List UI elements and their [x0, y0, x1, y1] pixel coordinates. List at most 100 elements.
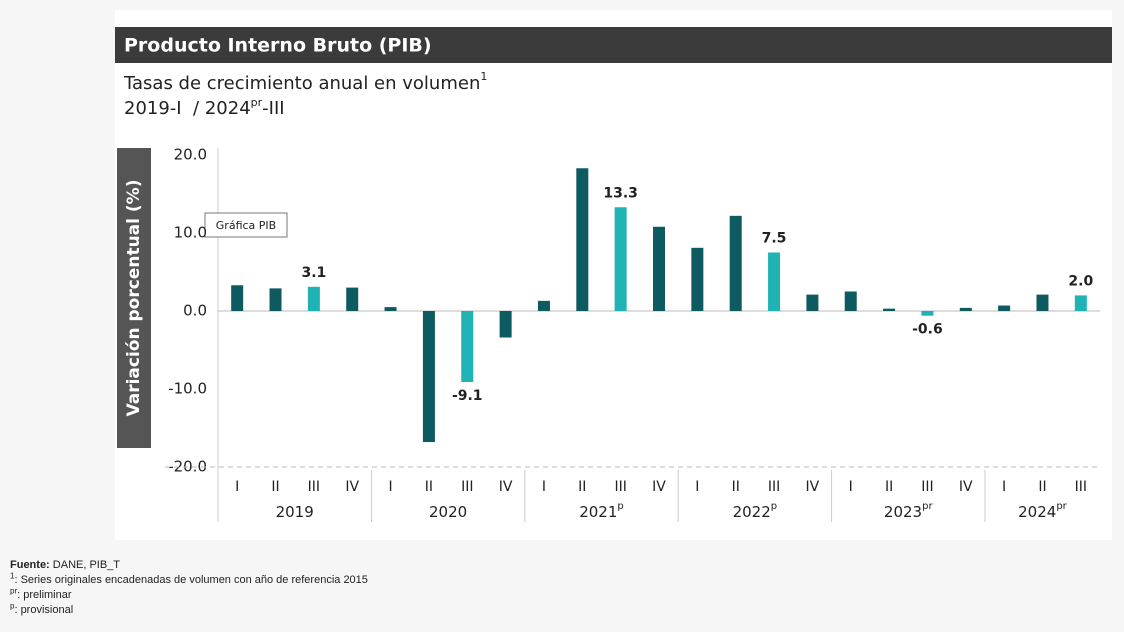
bar: [499, 311, 512, 338]
group-mark: pr: [1056, 501, 1067, 512]
x-tick-label: III: [921, 479, 933, 495]
x-tick-label: I: [542, 479, 546, 495]
bar: [1036, 294, 1049, 311]
period: 2019-I / 2024pr-III: [124, 96, 285, 119]
data-label: 7.5: [762, 231, 787, 247]
x-tick-label: IV: [652, 479, 666, 495]
data-label: 13.3: [603, 185, 638, 201]
subtitle-text: Tasas de crecimiento anual en volumen: [123, 73, 480, 94]
bar: [653, 226, 665, 311]
note-text: : provisional: [14, 604, 74, 616]
bar: [461, 311, 474, 382]
x-tick-label: I: [1002, 479, 1006, 495]
bar: [1074, 295, 1087, 311]
bar: [307, 286, 320, 311]
group-year: 2021: [579, 503, 617, 521]
bar: [921, 311, 934, 316]
bar: [576, 168, 589, 311]
x-tick-label: IV: [499, 479, 513, 495]
x-tick-label: III: [461, 479, 473, 495]
group-mark: p: [771, 501, 777, 512]
x-tick-label: I: [388, 479, 392, 495]
source-text: DANE, PIB_T: [49, 559, 121, 571]
bar: [959, 307, 972, 311]
bar: [691, 247, 704, 311]
data-label: 2.0: [1068, 273, 1093, 289]
note-mark: 1: [10, 571, 15, 581]
bar: [614, 207, 627, 311]
card: [115, 10, 1112, 540]
bar: [768, 252, 781, 311]
period-mark: pr: [251, 96, 263, 109]
bar: [269, 288, 282, 311]
x-tick-label: I: [849, 479, 853, 495]
group-label: 2022p: [733, 501, 778, 521]
x-tick-label: II: [1038, 479, 1046, 495]
bar: [537, 300, 550, 311]
x-tick-label: III: [1075, 479, 1087, 495]
x-tick-label: II: [425, 479, 433, 495]
note-text: : Series originales encadenadas de volum…: [14, 574, 368, 586]
note-text: : preliminar: [17, 589, 72, 601]
note: pr: preliminar: [10, 586, 368, 603]
group-label: 2023pr: [884, 501, 934, 521]
note: 1: Series originales encadenadas de volu…: [10, 571, 368, 588]
bar: [231, 285, 244, 311]
period-start: 2019-I / 2024: [124, 98, 251, 119]
subtitle-mark: 1: [480, 70, 487, 83]
bar: [998, 305, 1011, 311]
ylabel-box: [117, 148, 151, 448]
x-tick-label: IV: [806, 479, 820, 495]
bar: [422, 311, 435, 443]
note: p: provisional: [10, 601, 368, 618]
x-tick-label: IV: [959, 479, 973, 495]
bar: [806, 294, 819, 311]
group-label: 2020: [429, 503, 467, 521]
x-tick-label: II: [271, 479, 279, 495]
tooltip: [204, 212, 288, 238]
footer: Fuente: DANE, PIB_T 1: Series originales…: [10, 558, 368, 618]
header-bar: [115, 27, 1112, 63]
x-tick-label: I: [235, 479, 239, 495]
x-tick-label: I: [695, 479, 699, 495]
note-mark: pr: [10, 586, 18, 596]
source-label: Fuente:: [10, 559, 50, 571]
group-year: 2023: [884, 503, 922, 521]
period-end: -III: [262, 98, 284, 119]
x-tick-label: IV: [345, 479, 359, 495]
group-label: 2024pr: [1018, 501, 1068, 521]
bar: [346, 287, 359, 311]
group-label: 2019: [276, 503, 314, 521]
group-year: 2022: [733, 503, 771, 521]
y-tick-label: -10.0: [168, 380, 207, 398]
x-tick-label: II: [732, 479, 740, 495]
group-year: 2019: [276, 503, 314, 521]
bar: [384, 307, 397, 311]
title: Producto Interno Bruto (PIB): [124, 35, 432, 57]
y-tick-label: 0.0: [183, 302, 207, 320]
data-label: -0.6: [912, 322, 943, 338]
x-tick-label: III: [768, 479, 780, 495]
chart: Producto Interno Bruto (PIB) Tasas de cr…: [115, 10, 1112, 540]
bar: [844, 291, 857, 311]
tooltip-text: Gráfica PIB: [216, 219, 276, 232]
bar: [729, 215, 742, 311]
x-tick-label: II: [578, 479, 586, 495]
y-tick-label: 10.0: [174, 224, 207, 242]
group-mark: p: [617, 501, 623, 512]
y-axis-label: Variación porcentual (%): [124, 180, 144, 417]
y-tick-label: 20.0: [174, 146, 207, 164]
group-year: 2024: [1018, 503, 1056, 521]
bar: [883, 308, 896, 311]
x-tick-label: III: [614, 479, 626, 495]
group-label: 2021p: [579, 501, 624, 521]
group-mark: pr: [922, 501, 933, 512]
data-label: -9.1: [452, 388, 483, 404]
x-tick-label: II: [885, 479, 893, 495]
note-mark: p: [10, 601, 15, 611]
group-year: 2020: [429, 503, 467, 521]
x-tick-label: III: [308, 479, 320, 495]
subtitle: Tasas de crecimiento anual en volumen1: [123, 70, 487, 94]
data-label: 3.1: [301, 265, 326, 281]
